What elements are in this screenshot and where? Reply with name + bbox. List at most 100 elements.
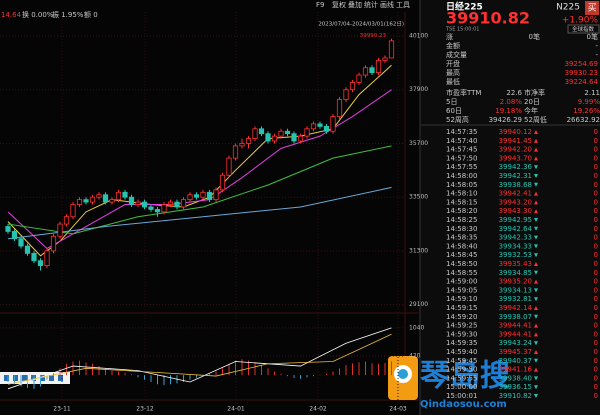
tick-volume: 0 bbox=[594, 146, 598, 154]
tick-arrow bbox=[534, 253, 538, 258]
menu-item[interactable]: 统计 bbox=[364, 0, 378, 9]
tick-price: 39944.41 bbox=[499, 322, 532, 330]
tick-price: 39943.20 bbox=[499, 198, 532, 206]
tick-volume: 0 bbox=[594, 357, 598, 365]
tick-time: 14:57:35 bbox=[446, 128, 477, 136]
tick-volume: 0 bbox=[594, 251, 598, 259]
tick-volume: 0 bbox=[594, 181, 598, 189]
tick-price: 39941.16 bbox=[499, 366, 533, 374]
candle-body bbox=[200, 191, 206, 198]
candle-body bbox=[349, 81, 356, 91]
candle-body bbox=[148, 206, 154, 210]
tick-price: 39943.30 bbox=[499, 207, 532, 215]
tick-price: 39943.70 bbox=[499, 154, 532, 162]
buy-button[interactable] bbox=[585, 1, 599, 15]
tick-volume: 0 bbox=[594, 216, 598, 224]
y-tick-label: 40100 bbox=[409, 32, 428, 39]
candle-body bbox=[271, 135, 278, 142]
stat-label: 换 0.00% bbox=[22, 10, 54, 19]
candle-body bbox=[44, 250, 50, 266]
global-index-label[interactable]: 全球指数 bbox=[572, 25, 595, 33]
candle-body bbox=[161, 204, 167, 213]
candle-body bbox=[304, 128, 310, 137]
menu-item[interactable]: F9 bbox=[316, 1, 324, 9]
candle-body bbox=[284, 130, 291, 135]
tick-volume: 0 bbox=[594, 172, 598, 180]
quote-label: 开盘 bbox=[446, 59, 460, 68]
stat-value: 19.26% bbox=[573, 107, 600, 115]
tick-arrow bbox=[534, 297, 538, 302]
stat-value: 2.08% bbox=[500, 98, 523, 106]
candle-body bbox=[369, 67, 375, 74]
candle-body bbox=[258, 128, 265, 135]
tick-price: 39942.95 bbox=[499, 216, 532, 224]
high-label: 39990.23 bbox=[360, 33, 387, 39]
tick-time: 14:58:30 bbox=[446, 225, 477, 233]
tick-price: 39938.68 bbox=[499, 181, 532, 189]
tick-arrow bbox=[534, 306, 538, 310]
tick-time: 14:59:30 bbox=[446, 330, 477, 338]
candle-body bbox=[89, 196, 96, 203]
quote-label: 最高 bbox=[446, 68, 460, 77]
tick-time: 14:58:45 bbox=[446, 251, 477, 259]
stat-value: 9.99% bbox=[578, 98, 600, 106]
tick-time: 14:59:45 bbox=[446, 357, 477, 365]
menu-item[interactable]: 叠加 bbox=[348, 0, 362, 9]
stat-label: 20日 bbox=[524, 98, 540, 106]
tick-volume: 0 bbox=[594, 207, 598, 215]
tick-volume: 0 bbox=[594, 128, 598, 136]
stat-label: 5日 bbox=[446, 98, 457, 106]
tick-volume: 0 bbox=[594, 322, 598, 330]
stat-value: 2.11 bbox=[584, 89, 600, 97]
candle-body bbox=[70, 204, 76, 218]
candle-body bbox=[50, 235, 57, 252]
tick-time: 14:57:40 bbox=[446, 137, 477, 145]
tick-time: 14:58:00 bbox=[446, 172, 477, 180]
moving-average bbox=[7, 186, 392, 240]
menu-item[interactable]: 工具 bbox=[396, 1, 410, 9]
tick-volume: 0 bbox=[594, 295, 598, 303]
candle-body bbox=[245, 138, 252, 144]
stat-label: 60日 bbox=[446, 107, 462, 115]
y-tick-label: 37900 bbox=[409, 86, 428, 93]
tick-time: 14:59:10 bbox=[446, 295, 477, 303]
tick-arrow bbox=[534, 358, 538, 363]
tick-arrow bbox=[534, 394, 538, 398]
buy-label[interactable]: 买 bbox=[587, 3, 596, 14]
menu-item[interactable]: 复权 bbox=[332, 0, 346, 9]
candle-body bbox=[265, 133, 271, 142]
tick-arrow bbox=[534, 288, 538, 293]
updown-value: 0笔 bbox=[587, 32, 598, 41]
candle-body bbox=[174, 201, 180, 208]
tick-price: 39910.82 bbox=[499, 392, 532, 400]
tick-arrow bbox=[534, 130, 538, 134]
tick-time: 14:59:50 bbox=[446, 366, 477, 374]
tick-time: 14:59:40 bbox=[446, 348, 477, 356]
tick-volume: 0 bbox=[594, 374, 598, 382]
candle-body bbox=[154, 209, 161, 213]
watermark-text: 琴岛搜 bbox=[420, 359, 510, 394]
candle-body bbox=[336, 99, 343, 117]
global-index-button[interactable] bbox=[567, 24, 600, 34]
tick-price: 39932.53 bbox=[499, 251, 532, 259]
stat-value: 22.6 bbox=[506, 89, 522, 97]
x-tick-label: 23-11 bbox=[53, 406, 71, 413]
candle-body bbox=[278, 130, 284, 137]
watermark-url: Qindaosou.com bbox=[420, 399, 507, 410]
date-range: 2023/07/04-2024/03/01(162日) bbox=[318, 21, 404, 28]
tick-time: 14:59:15 bbox=[446, 304, 477, 312]
candle-body bbox=[57, 223, 63, 237]
candle-body bbox=[297, 135, 304, 142]
tick-time: 14:58:40 bbox=[446, 242, 477, 250]
last-price: 39910.82 bbox=[446, 9, 530, 28]
y-tick-label: 29100 bbox=[409, 301, 428, 308]
tick-price: 39934.33 bbox=[499, 242, 532, 250]
tick-arrow bbox=[534, 182, 538, 187]
candle-body bbox=[226, 157, 232, 176]
menu-item[interactable]: 画线 bbox=[380, 0, 394, 9]
tick-arrow bbox=[534, 341, 538, 346]
tick-arrow bbox=[534, 165, 538, 170]
candle-body bbox=[37, 260, 44, 266]
tick-arrow bbox=[534, 226, 538, 231]
